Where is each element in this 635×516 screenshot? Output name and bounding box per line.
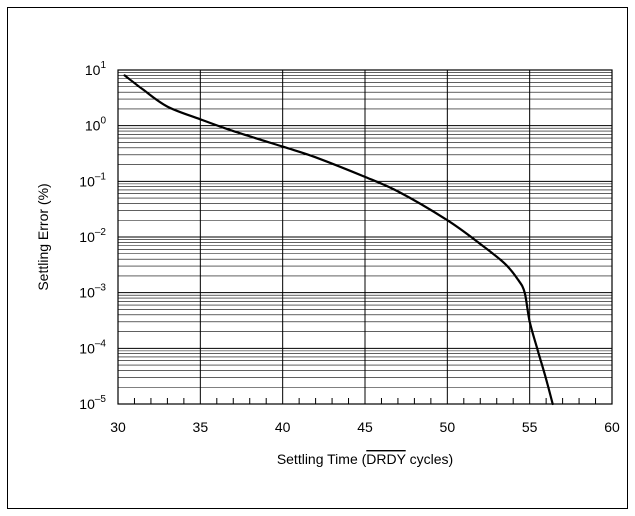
x-axis-ticks: 30 35 40 45 50 55 60 [110,398,620,435]
x-tick-label: 40 [275,419,291,435]
y-tick-label: 10–3 [79,283,106,301]
y-tick-label: 10–5 [79,394,106,412]
x-tick-label: 45 [357,419,373,435]
x-tick-label: 60 [604,419,620,435]
x-tick-label: 30 [110,419,126,435]
outer-frame [7,7,628,509]
y-axis-ticks: 101 100 10–1 10–2 10–3 10–4 10–5 [79,60,106,412]
y-tick-label: 101 [85,60,107,78]
x-tick-label: 35 [193,419,209,435]
x-tick-label: 50 [440,419,456,435]
y-axis-title: Settling Error (%) [35,183,51,290]
drdy-overline-label: DRDY [366,451,406,467]
y-tick-label: 10–4 [79,338,106,356]
y-tick-label: 10–2 [79,227,106,245]
x-tick-label: 55 [522,419,538,435]
axis-titles: Settling Time (DRDY cycles) Settling Erro… [35,183,453,467]
settling-error-curve [123,74,554,406]
x-axis-title: Settling Time (DRDY cycles) [277,451,453,467]
y-tick-label: 100 [85,116,107,134]
series [123,74,554,406]
plot-area [117,69,613,405]
y-tick-label: 10–1 [79,171,106,189]
